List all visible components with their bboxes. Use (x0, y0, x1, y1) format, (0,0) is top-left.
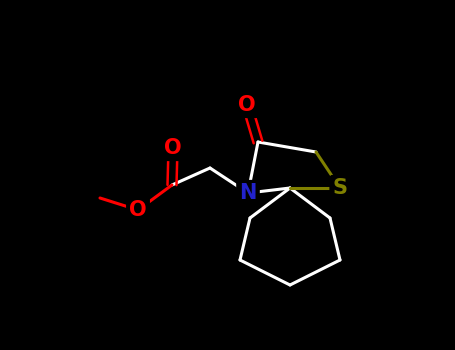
Text: N: N (239, 183, 257, 203)
Text: O: O (164, 138, 182, 158)
Text: O: O (238, 95, 256, 115)
Text: O: O (129, 200, 147, 220)
Text: S: S (333, 178, 348, 198)
